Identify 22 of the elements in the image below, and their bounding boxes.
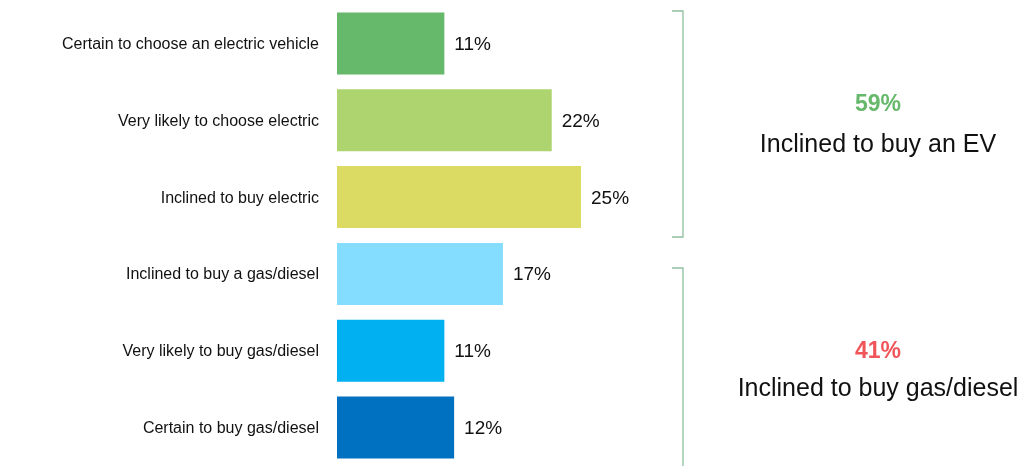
y-tick-label: Very likely to choose electric bbox=[118, 111, 319, 129]
bar bbox=[337, 12, 445, 75]
y-tick-label: Certain to buy gas/diesel bbox=[142, 419, 319, 437]
data-label: 25% bbox=[591, 186, 630, 208]
text: Inclined to buy an EV bbox=[759, 129, 997, 157]
y-tick-label: Certain to choose an electric vehicle bbox=[61, 34, 320, 52]
bar bbox=[337, 319, 445, 382]
bar bbox=[337, 242, 503, 305]
y-tick-label: Inclined to buy electric bbox=[160, 188, 319, 206]
y-tick-label: Inclined to buy a gas/diesel bbox=[125, 265, 319, 283]
bar bbox=[337, 166, 581, 229]
data-label: 22% bbox=[561, 109, 600, 131]
bar bbox=[337, 396, 455, 459]
data-label: 17% bbox=[512, 263, 552, 285]
y-tick-label: Very likely to buy gas/diesel bbox=[122, 342, 319, 360]
data-label: 11% bbox=[454, 32, 492, 54]
text: 59% bbox=[854, 90, 902, 116]
text: Inclined to buy gas/diesel bbox=[737, 373, 1019, 401]
bar bbox=[337, 89, 552, 152]
data-label: 12% bbox=[464, 417, 503, 439]
text: 41% bbox=[854, 337, 902, 363]
data-label: 11% bbox=[454, 340, 492, 362]
